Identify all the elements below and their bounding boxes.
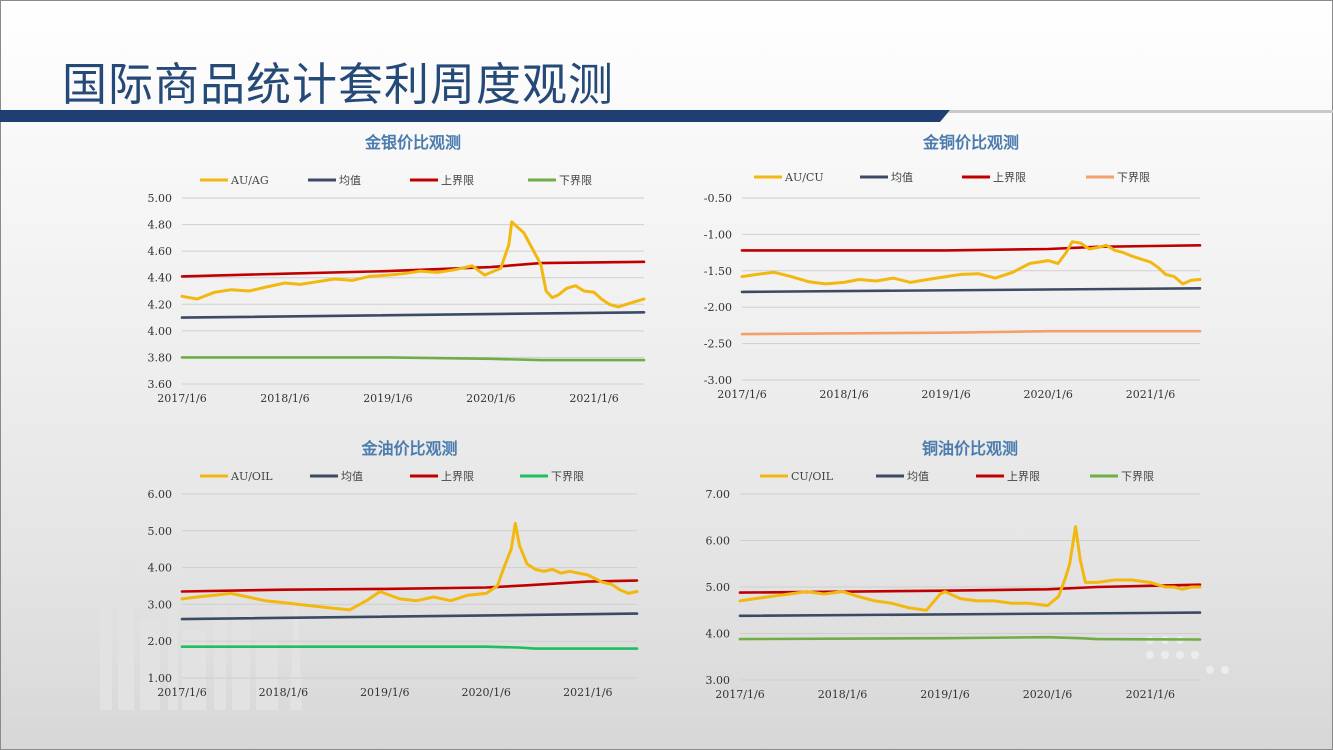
y-tick-label: -0.50 bbox=[704, 192, 732, 205]
y-tick-label: 3.80 bbox=[148, 351, 173, 364]
y-tick-label: -3.00 bbox=[704, 374, 732, 387]
chart-gold-silver: 金银价比观测 AU/AG 均值 上界限 下界限 5.00 4.80 4.60 4.40 4.20 4… bbox=[130, 130, 660, 415]
y-tick-label: 4.60 bbox=[148, 245, 173, 258]
legend-label-lower-bound: 下界限 bbox=[1121, 470, 1154, 483]
chart-title: 金铜价比观测 bbox=[922, 133, 1019, 152]
y-tick-label: -1.50 bbox=[704, 265, 732, 278]
x-tick-label: 2020/1/6 bbox=[1023, 688, 1072, 701]
chart-svg: 金铜价比观测 AU/CU 均值 上界限 下界限 -0.50 -1.00 -1.50 -2.00 -… bbox=[704, 133, 1202, 401]
x-tick-label: 2017/1/6 bbox=[157, 686, 206, 699]
y-tick-label: 2.00 bbox=[148, 635, 173, 648]
x-tick-label: 2020/1/6 bbox=[1023, 388, 1072, 401]
series-line-upper-bound bbox=[738, 583, 1202, 594]
y-tick-label: 4.00 bbox=[148, 562, 173, 575]
chart-gold-copper: 金铜价比观测 AU/CU 均值 上界限 下界限 -0.50 -1.00 -1.50 -2.00 -… bbox=[690, 130, 1220, 415]
x-tick-label: 2017/1/6 bbox=[715, 688, 764, 701]
series-line-upper-bound bbox=[740, 244, 1202, 252]
x-tick-label: 2017/1/6 bbox=[157, 392, 206, 405]
series-line-au-cu bbox=[740, 240, 1202, 286]
header-band bbox=[0, 110, 1333, 122]
legend-label-mean: 均值 bbox=[907, 470, 929, 483]
legend-label-lower-bound: 下界限 bbox=[551, 470, 584, 483]
y-tick-label: 4.00 bbox=[706, 628, 731, 641]
x-tick-label: 2020/1/6 bbox=[466, 392, 515, 405]
x-tick-label: 2021/1/6 bbox=[569, 392, 618, 405]
y-tick-label: 5.00 bbox=[706, 581, 731, 594]
series-line-lower-bound bbox=[740, 329, 1202, 336]
y-tick-label: 6.00 bbox=[706, 535, 731, 548]
y-tick-label: 4.20 bbox=[148, 298, 173, 311]
y-tick-label: 1.00 bbox=[148, 672, 173, 685]
y-tick-label: 3.60 bbox=[148, 378, 173, 391]
chart-copper-oil: 铜油价比观测 CU/OIL 均值 上界限 下界限 7.00 6.00 5.00 4.00 3.00… bbox=[690, 436, 1220, 721]
series-line-mean bbox=[180, 612, 639, 621]
legend-label-mean: 均值 bbox=[891, 171, 913, 184]
series-line-mean bbox=[740, 287, 1202, 294]
x-tick-label: 2017/1/6 bbox=[717, 388, 766, 401]
gridlines bbox=[740, 493, 1200, 681]
gridlines bbox=[182, 493, 637, 679]
chart-title: 铜油价比观测 bbox=[922, 439, 1018, 458]
y-tick-label: 4.00 bbox=[148, 325, 173, 338]
series-line-lower-bound bbox=[738, 635, 1202, 641]
legend-label-upper-bound: 上界限 bbox=[441, 174, 474, 187]
legend-label-lower-bound: 下界限 bbox=[559, 174, 592, 187]
chart-gold-oil: 金油价比观测 AU/OIL 均值 上界限 下界限 6.00 5.00 4.00 3.00 2.00… bbox=[130, 436, 660, 721]
chart-svg: 金油价比观测 AU/OIL 均值 上界限 下界限 6.00 5.00 4.00 3.00 2.00… bbox=[148, 439, 639, 699]
x-tick-label: 2018/1/6 bbox=[260, 392, 309, 405]
series-line-mean bbox=[738, 611, 1202, 618]
legend-label-mean: 均值 bbox=[341, 470, 363, 483]
y-tick-label: 3.00 bbox=[706, 674, 731, 687]
series-line-au-ag bbox=[180, 220, 646, 309]
chart-title: 金银价比观测 bbox=[364, 133, 461, 152]
gridlines bbox=[742, 197, 1200, 381]
x-tick-label: 2021/1/6 bbox=[1126, 688, 1175, 701]
page-title: 国际商品统计套利周度观测 bbox=[62, 58, 615, 111]
series-line-upper-bound bbox=[180, 260, 646, 278]
x-tick-label: 2018/1/6 bbox=[818, 688, 867, 701]
y-tick-label: 5.00 bbox=[148, 192, 173, 205]
legend-label-au-ag: AU/AG bbox=[230, 174, 269, 187]
x-tick-label: 2021/1/6 bbox=[1126, 388, 1175, 401]
x-tick-label: 2019/1/6 bbox=[360, 686, 409, 699]
y-tick-label: 4.80 bbox=[148, 219, 173, 232]
legend-label-cu-oil: CU/OIL bbox=[791, 470, 834, 483]
chart-title: 金油价比观测 bbox=[360, 439, 457, 458]
chart-svg: 铜油价比观测 CU/OIL 均值 上界限 下界限 7.00 6.00 5.00 4.00 3.00… bbox=[706, 439, 1202, 701]
legend-label-lower-bound: 下界限 bbox=[1117, 171, 1150, 184]
legend-label-upper-bound: 上界限 bbox=[993, 171, 1026, 184]
series-line-cu-oil bbox=[738, 525, 1202, 612]
series-line-upper-bound bbox=[180, 579, 639, 593]
series-line-lower-bound bbox=[180, 645, 639, 650]
x-tick-label: 2019/1/6 bbox=[921, 388, 970, 401]
series-line-mean bbox=[180, 311, 646, 319]
y-tick-label: -2.00 bbox=[704, 301, 732, 314]
x-tick-label: 2018/1/6 bbox=[259, 686, 308, 699]
legend-label-upper-bound: 上界限 bbox=[1007, 470, 1040, 483]
x-tick-label: 2021/1/6 bbox=[563, 686, 612, 699]
y-tick-label: 4.40 bbox=[148, 272, 173, 285]
y-tick-label: 5.00 bbox=[148, 525, 173, 538]
legend-label-mean: 均值 bbox=[339, 174, 361, 187]
series-line-au-oil bbox=[180, 521, 639, 612]
legend-label-au-cu: AU/CU bbox=[784, 171, 824, 184]
chart-svg: 金银价比观测 AU/AG 均值 上界限 下界限 5.00 4.80 4.60 4.40 4.20 4… bbox=[148, 133, 646, 405]
legend-label-upper-bound: 上界限 bbox=[441, 470, 474, 483]
series-line-lower-bound bbox=[180, 356, 646, 362]
y-tick-label: 7.00 bbox=[706, 488, 731, 501]
x-tick-label: 2019/1/6 bbox=[920, 688, 969, 701]
x-tick-label: 2020/1/6 bbox=[461, 686, 510, 699]
y-tick-label: -2.50 bbox=[704, 338, 732, 351]
y-tick-label: 6.00 bbox=[148, 488, 173, 501]
x-tick-label: 2019/1/6 bbox=[363, 392, 412, 405]
y-tick-label: -1.00 bbox=[704, 228, 732, 241]
x-tick-label: 2018/1/6 bbox=[819, 388, 868, 401]
legend-label-au-oil: AU/OIL bbox=[230, 470, 273, 483]
y-tick-label: 3.00 bbox=[148, 598, 173, 611]
